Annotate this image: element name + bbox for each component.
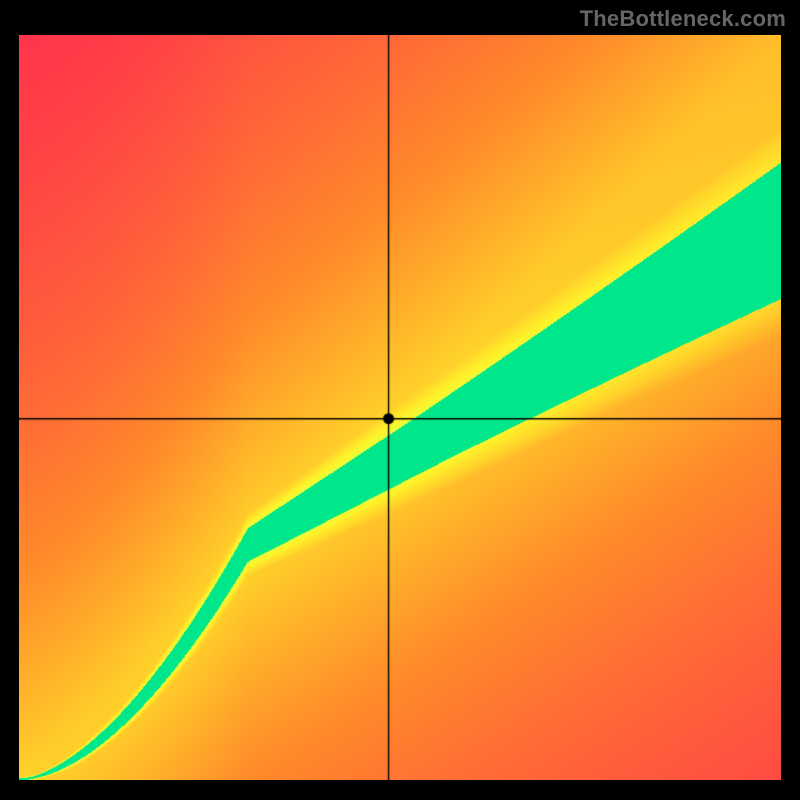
plot-area [19,35,781,780]
heatmap-canvas [19,35,781,780]
chart-container: TheBottleneck.com [0,0,800,800]
watermark-text: TheBottleneck.com [580,6,786,32]
